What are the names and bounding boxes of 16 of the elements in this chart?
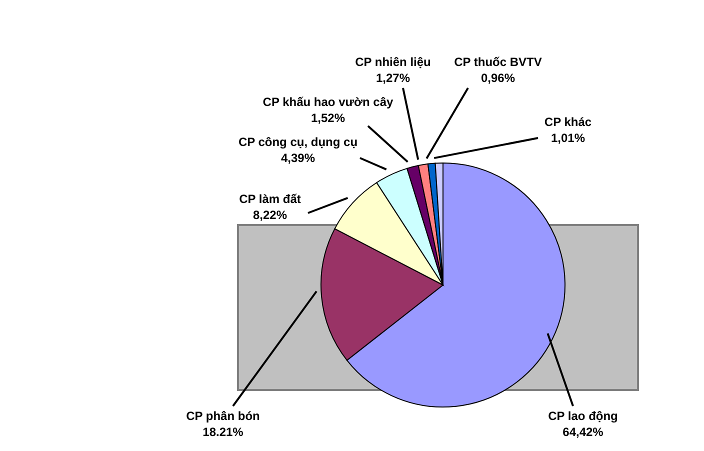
slice-label: CP công cụ, dụng cụ xyxy=(238,135,358,149)
data-label: 4,39% xyxy=(280,151,316,165)
slice-label: CP làm đất xyxy=(239,192,301,206)
data-label: 18.21% xyxy=(202,425,244,439)
slice-label: CP khác xyxy=(544,115,592,129)
slice-label: CP khấu hao vườn cây xyxy=(262,95,394,109)
data-label: 0,96% xyxy=(480,71,516,85)
slice-label: CP lao động xyxy=(548,409,618,423)
slice-label: CP thuốc BVTV xyxy=(454,55,542,69)
data-label: 1,27% xyxy=(376,71,410,85)
data-label: 64,42% xyxy=(562,425,604,439)
data-label: 8,22% xyxy=(252,208,288,222)
slice-label: CP phân bón xyxy=(186,409,260,423)
data-label: 1,01% xyxy=(550,131,586,145)
slice-label: CP nhiên liệu xyxy=(355,55,431,69)
data-label: 1,52% xyxy=(310,111,346,125)
